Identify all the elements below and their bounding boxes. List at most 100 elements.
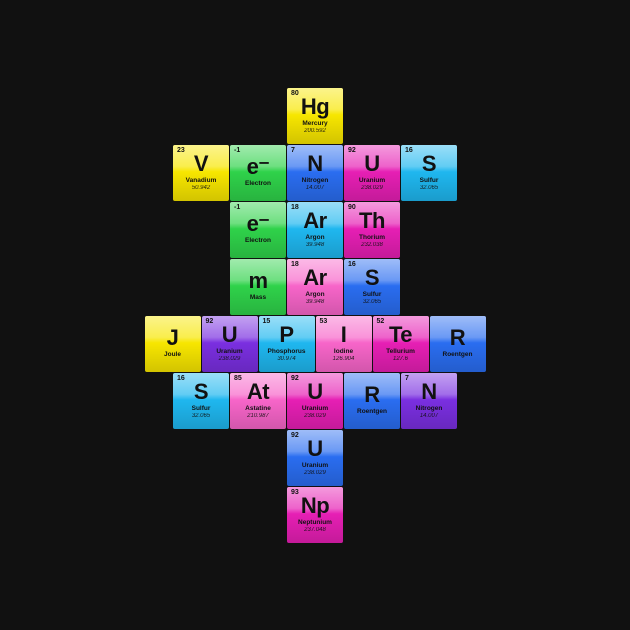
element-number: 92 — [291, 375, 299, 382]
element-name: Sulfur — [420, 177, 439, 184]
planet-row: 93Np Neptunium237.048 — [287, 487, 343, 543]
element-mass: 39.948 — [306, 242, 324, 249]
element-tile: 52TeTellurium127.6 — [373, 316, 429, 372]
element-mass: 32.065 — [192, 413, 210, 420]
element-mass: 238.029 — [361, 185, 383, 192]
planet-row: 80HgMercury200.592 — [287, 88, 343, 144]
element-name: Argon — [305, 291, 324, 298]
element-name: Electron — [245, 237, 271, 244]
element-number: 23 — [177, 147, 185, 154]
planet-row: -1 e⁻ Electron 18 Ar Argon39.948 90ThThorium23… — [230, 202, 400, 258]
element-name: Sulfur — [363, 291, 382, 298]
element-name: Neptunium — [298, 519, 332, 526]
element-tile: 18 Ar Argon39.948 — [287, 202, 343, 258]
element-name: Phosphorus — [268, 348, 306, 355]
element-mass: 50.942 — [192, 185, 210, 192]
element-number: 92 — [206, 318, 214, 325]
element-symbol: I — [341, 324, 347, 346]
element-name: Uranium — [216, 348, 242, 355]
element-name: Nitrogen — [302, 177, 329, 184]
element-tile: 7NNitrogen14.007 — [401, 373, 457, 429]
element-tile: R Roentgen — [430, 316, 486, 372]
planet-element-grid: 80HgMercury200.59223VVanadium50.942-1e⁻E… — [145, 88, 486, 543]
element-symbol: R — [450, 327, 465, 349]
element-number: 92 — [291, 432, 299, 439]
element-symbol: N — [421, 381, 436, 403]
element-tile: 53 I Iodine126.904 — [316, 316, 372, 372]
element-name: Joule — [164, 351, 181, 358]
element-name: Roentgen — [357, 408, 387, 415]
element-tile: 23 V Vanadium50.942 — [173, 145, 229, 201]
element-mass: 237.048 — [304, 527, 326, 534]
element-tile: J Joule — [145, 316, 201, 372]
element-number: -1 — [234, 204, 240, 211]
planet-row: 92UUranium238.029 — [287, 430, 343, 486]
element-symbol: Hg — [301, 96, 329, 118]
element-tile: R Roentgen — [344, 373, 400, 429]
element-number: 18 — [291, 204, 299, 211]
element-symbol: U — [364, 153, 379, 175]
element-tile: 92 U Uranium238.029 — [287, 373, 343, 429]
element-number: 15 — [263, 318, 271, 325]
element-symbol: U — [307, 381, 322, 403]
element-symbol: N — [307, 153, 322, 175]
element-number: 53 — [320, 318, 328, 325]
element-name: Mercury — [302, 120, 327, 127]
element-name: Uranium — [302, 462, 328, 469]
element-mass: 232.038 — [361, 242, 383, 249]
element-name: Vanadium — [186, 177, 217, 184]
element-symbol: Np — [301, 495, 329, 517]
element-symbol: J — [167, 327, 179, 349]
element-number: 16 — [177, 375, 185, 382]
element-symbol: U — [222, 324, 237, 346]
element-number: 18 — [291, 261, 299, 268]
element-number: 52 — [377, 318, 385, 325]
element-mass: 200.592 — [304, 128, 326, 135]
element-number: 90 — [348, 204, 356, 211]
element-name: Roentgen — [443, 351, 473, 358]
element-name: Tellurium — [386, 348, 415, 355]
element-name: Iodine — [334, 348, 353, 355]
element-number: 85 — [234, 375, 242, 382]
element-symbol: S — [194, 381, 208, 403]
element-symbol: R — [364, 384, 379, 406]
element-number: 93 — [291, 489, 299, 496]
element-symbol: S — [422, 153, 436, 175]
element-mass: 238.029 — [304, 413, 326, 420]
element-symbol: Ar — [303, 210, 326, 232]
element-mass: 126.904 — [333, 356, 355, 363]
element-mass: 210.987 — [247, 413, 269, 420]
element-number: 16 — [405, 147, 413, 154]
element-name: Mass — [250, 294, 266, 301]
element-symbol: e⁻ — [247, 213, 270, 235]
element-symbol: At — [247, 381, 269, 403]
planet-row: mMass18ArArgon39.948 16 S Sulfur32.065 — [230, 259, 400, 315]
element-mass: 32.065 — [420, 185, 438, 192]
element-name: Uranium — [302, 405, 328, 412]
element-tile: mMass — [230, 259, 286, 315]
element-symbol: e⁻ — [247, 156, 270, 178]
element-tile: 92 U Uranium238.029 — [202, 316, 258, 372]
element-tile: 7NNitrogen14.007 — [287, 145, 343, 201]
element-mass: 238.029 — [219, 356, 241, 363]
element-tile: 92UUranium238.029 — [344, 145, 400, 201]
element-name: Argon — [305, 234, 324, 241]
planet-row: 23VVanadium50.942-1e⁻Electron7NNitrogen1… — [173, 145, 457, 201]
element-name: Sulfur — [192, 405, 211, 412]
element-symbol: S — [365, 267, 379, 289]
element-name: Uranium — [359, 177, 385, 184]
element-mass: 238.029 — [304, 470, 326, 477]
element-number: 7 — [405, 375, 409, 382]
element-tile: 80HgMercury200.592 — [287, 88, 343, 144]
element-tile: 85AtAstatine210.987 — [230, 373, 286, 429]
element-number: -1 — [234, 147, 240, 154]
element-tile: 18ArArgon39.948 — [287, 259, 343, 315]
element-symbol: V — [194, 153, 208, 175]
planet-row: JJoule92UUranium238.02915PPhosphorus30.9… — [145, 316, 486, 372]
element-mass: 39.948 — [306, 299, 324, 306]
element-mass: 32.065 — [363, 299, 381, 306]
element-tile: 90ThThorium232.038 — [344, 202, 400, 258]
element-number: 16 — [348, 261, 356, 268]
element-name: Thorium — [359, 234, 385, 241]
element-tile: -1 e⁻ Electron — [230, 202, 286, 258]
